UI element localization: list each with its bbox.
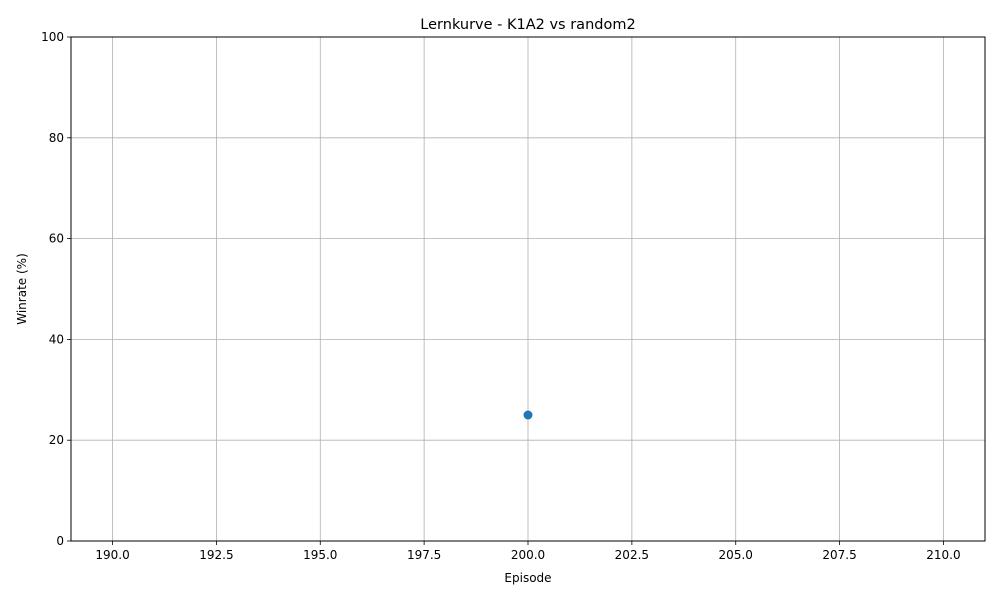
x-tick-label: 207.5: [822, 548, 856, 562]
x-tick-label: 200.0: [511, 548, 545, 562]
x-tick-label: 202.5: [615, 548, 649, 562]
y-axis-ticks: 0 20 40 60 80 100: [41, 30, 71, 548]
y-tick-label: 60: [49, 232, 64, 246]
y-tick-label: 0: [56, 534, 64, 548]
y-axis-label: Winrate (%): [15, 253, 29, 325]
x-tick-label: 190.0: [95, 548, 129, 562]
series-layer: [523, 410, 533, 420]
chart-title: Lernkurve - K1A2 vs random2: [420, 17, 635, 33]
x-tick-label: 192.5: [199, 548, 233, 562]
x-axis-ticks: 190.0 192.5 195.0 197.5 200.0 202.5 205.0 207.5…: [95, 541, 961, 562]
y-tick-label: 20: [49, 433, 64, 447]
x-tick-label: 205.0: [719, 548, 753, 562]
y-tick-label: 100: [41, 30, 64, 44]
y-tick-label: 40: [49, 332, 64, 346]
x-tick-label: 210.0: [926, 548, 960, 562]
x-tick-label: 195.0: [303, 548, 337, 562]
x-axis-label: Episode: [504, 571, 551, 585]
y-tick-label: 80: [49, 131, 64, 145]
data-point: [523, 410, 533, 420]
x-tick-label: 197.5: [407, 548, 441, 562]
